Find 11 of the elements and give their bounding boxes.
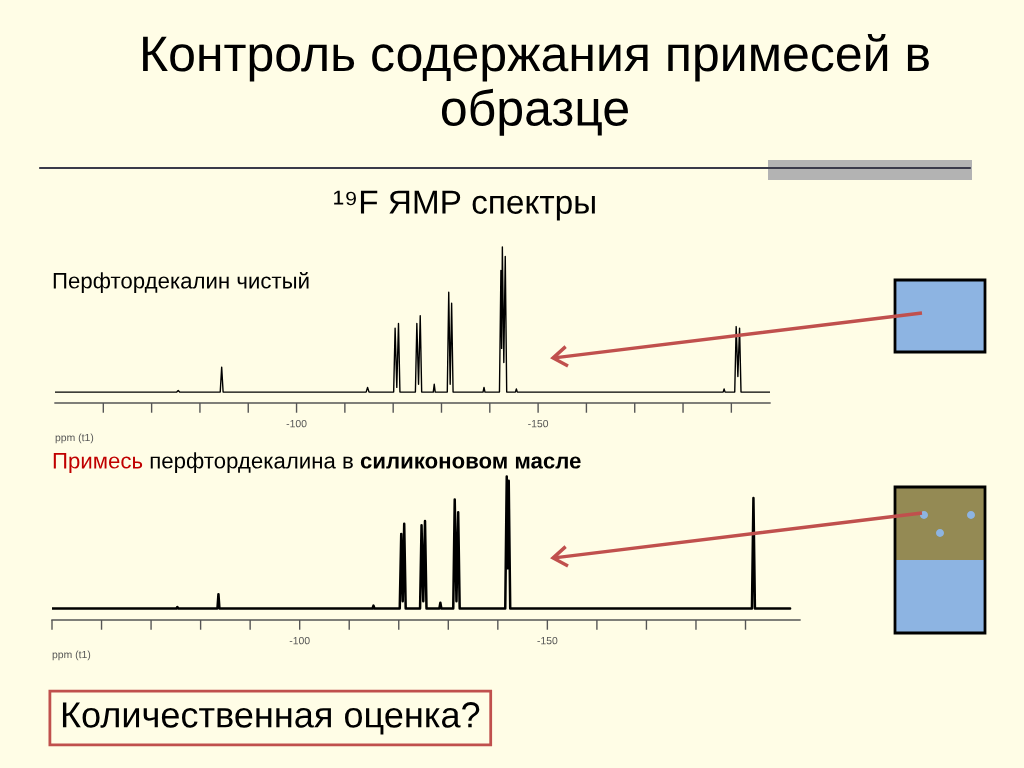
text: Количественная оценка?: [62, 702, 480, 735]
x-tick-label: -100: [289, 636, 310, 645]
x-axis-title: ppm (t1): [55, 433, 94, 444]
text: Контроль содержания примесей в образце: [143, 34, 929, 136]
x-tick-label: -150: [537, 636, 558, 645]
text: ¹⁹F ЯМР спектры: [334, 190, 595, 221]
x-tick-label: -100: [286, 419, 307, 428]
text: Перфтордекалин чистый: [53, 271, 309, 293]
chart-title: Примесь перфтордекалина в силиконовом масле: [53, 452, 581, 473]
x-axis-title: ppm (t1): [52, 650, 91, 661]
x-tick-label: -150: [528, 419, 549, 428]
